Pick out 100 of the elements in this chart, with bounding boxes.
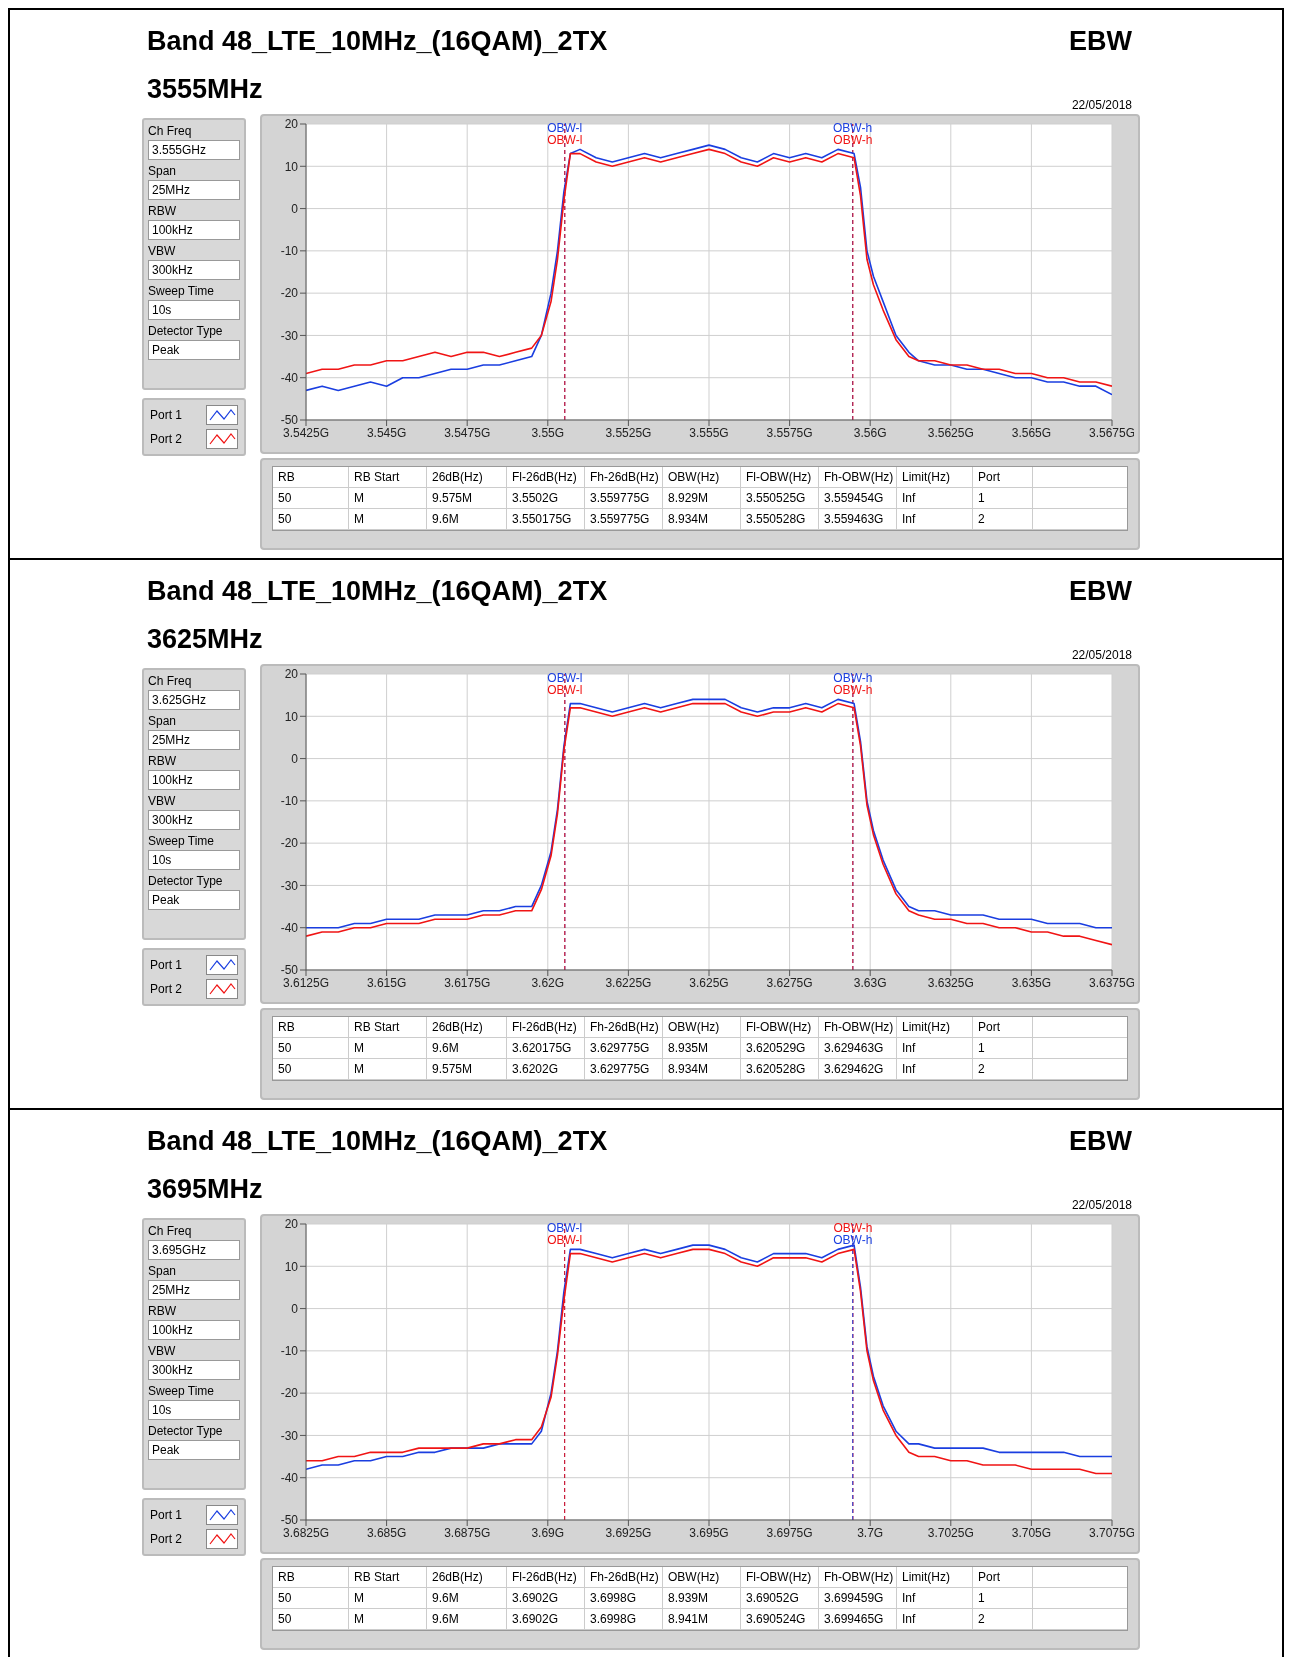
ref-line-label: OBW-l [547,670,583,685]
text: RBW [148,204,177,218]
text: 3.620529G [741,1038,819,1058]
text: RB Start [349,1567,427,1587]
y-tick-label: 10 [284,709,299,724]
text: RB [273,1567,349,1587]
text: 22/05/2018 [1071,98,1132,112]
text: M [349,1038,427,1058]
text: M [349,509,427,529]
text: Span [148,714,178,728]
text: Fh-OBW(Hz) [819,467,897,487]
text: 26dB(Hz) [427,1567,507,1587]
text: Fl-26dB(Hz) [507,1567,585,1587]
text: Fh-26dB(Hz) [585,1017,663,1037]
text: 8.935M [663,1038,741,1058]
x-tick-label: 3.705G [1011,1525,1052,1540]
x-tick-label: 3.7025G [927,1525,974,1540]
text-field: Peak [148,890,240,910]
chart-title: Band 48_LTE_10MHz_(16QAM)_2TX [147,26,608,57]
x-tick-label: 3.6225G [605,975,652,990]
text: OBW(Hz) [663,1017,741,1037]
text: Sweep Time [148,284,216,298]
text: 3.629462G [819,1059,897,1079]
text: 26dB(Hz) [427,467,507,487]
text: 3.559775G [585,509,663,529]
ref-line-label: OBW-l [547,120,583,135]
x-tick-label: 3.69G [531,1525,565,1540]
text: 3.690524G [741,1609,819,1629]
y-tick-label: -50 [280,413,299,428]
text: 9.6M [427,1588,507,1608]
y-tick-label: 10 [284,1259,299,1274]
text: 1 [973,1038,1033,1058]
y-tick-label: -40 [280,1470,299,1485]
text: 9.6M [427,1609,507,1629]
text: EBW [1069,576,1132,607]
chart-title: Band 48_LTE_10MHz_(16QAM)_2TX [147,576,608,607]
y-tick-label: 20 [284,1217,299,1232]
text: 3.559454G [819,488,897,508]
text-field: 25MHz [148,180,240,200]
text: 3.699465G [819,1609,897,1629]
text: 50 [273,1059,349,1079]
chart-subtitle: 3625MHz [147,624,263,655]
text-field: Peak [148,1440,240,1460]
text: Inf [897,1609,973,1629]
y-tick-label: 20 [284,117,299,132]
x-tick-label: 3.6275G [766,975,813,990]
x-tick-label: 3.56G [853,425,887,440]
text: 3.6902G [507,1609,585,1629]
x-tick-label: 3.6975G [766,1525,813,1540]
x-tick-label: 3.5525G [605,425,652,440]
text: Limit(Hz) [897,1567,973,1587]
text: Span [148,164,178,178]
text: Inf [897,488,973,508]
text: 3.6202G [507,1059,585,1079]
text: Inf [897,1038,973,1058]
ref-line-label: OBW-h [833,682,873,697]
x-tick-label: 3.6325G [927,975,974,990]
text: 2 [973,509,1033,529]
text: VBW [148,244,177,258]
x-tick-label: 3.695G [689,1525,729,1540]
x-tick-label: 3.63G [853,975,887,990]
text: RB Start [349,1017,427,1037]
text: M [349,488,427,508]
text: 50 [273,1038,349,1058]
y-tick-label: -30 [280,1428,299,1443]
text: 22/05/2018 [1071,1198,1132,1212]
text: Fh-26dB(Hz) [585,1567,663,1587]
text-field: 10s [148,850,240,870]
y-tick-label: 20 [284,667,299,682]
text-field: 25MHz [148,730,240,750]
text: Fh-OBW(Hz) [819,1567,897,1587]
text: 3.6902G [507,1588,585,1608]
text: 3.5502G [507,488,585,508]
text: Inf [897,509,973,529]
y-tick-label: 0 [291,751,299,766]
ref-line-label: OBW-l [547,682,583,697]
y-tick-label: -20 [280,1386,299,1401]
text: 3.559775G [585,488,663,508]
text: Limit(Hz) [897,467,973,487]
text-field: 3.625GHz [148,690,240,710]
text: 50 [273,1609,349,1629]
text: 3.69052G [741,1588,819,1608]
x-tick-label: 3.7075G [1088,1525,1136,1540]
x-tick-label: 3.5675G [1088,425,1136,440]
text-field: 3.555GHz [148,140,240,160]
ref-line-label: OBW-h [833,670,873,685]
chart-subtitle: 3695MHz [147,1174,263,1205]
text: EBW [1069,1126,1132,1157]
text: RBW [148,1304,177,1318]
text: 8.941M [663,1609,741,1629]
text: OBW(Hz) [663,467,741,487]
text-field: 100kHz [148,220,240,240]
y-tick-label: -40 [280,920,299,935]
text: Fl-OBW(Hz) [741,1567,819,1587]
legend-label: Port 1 [150,958,183,972]
text: Detector Type [148,874,224,888]
x-tick-label: 3.7G [857,1525,884,1540]
text: 50 [273,488,349,508]
text: 3.6998G [585,1609,663,1629]
y-tick-label: -40 [280,370,299,385]
